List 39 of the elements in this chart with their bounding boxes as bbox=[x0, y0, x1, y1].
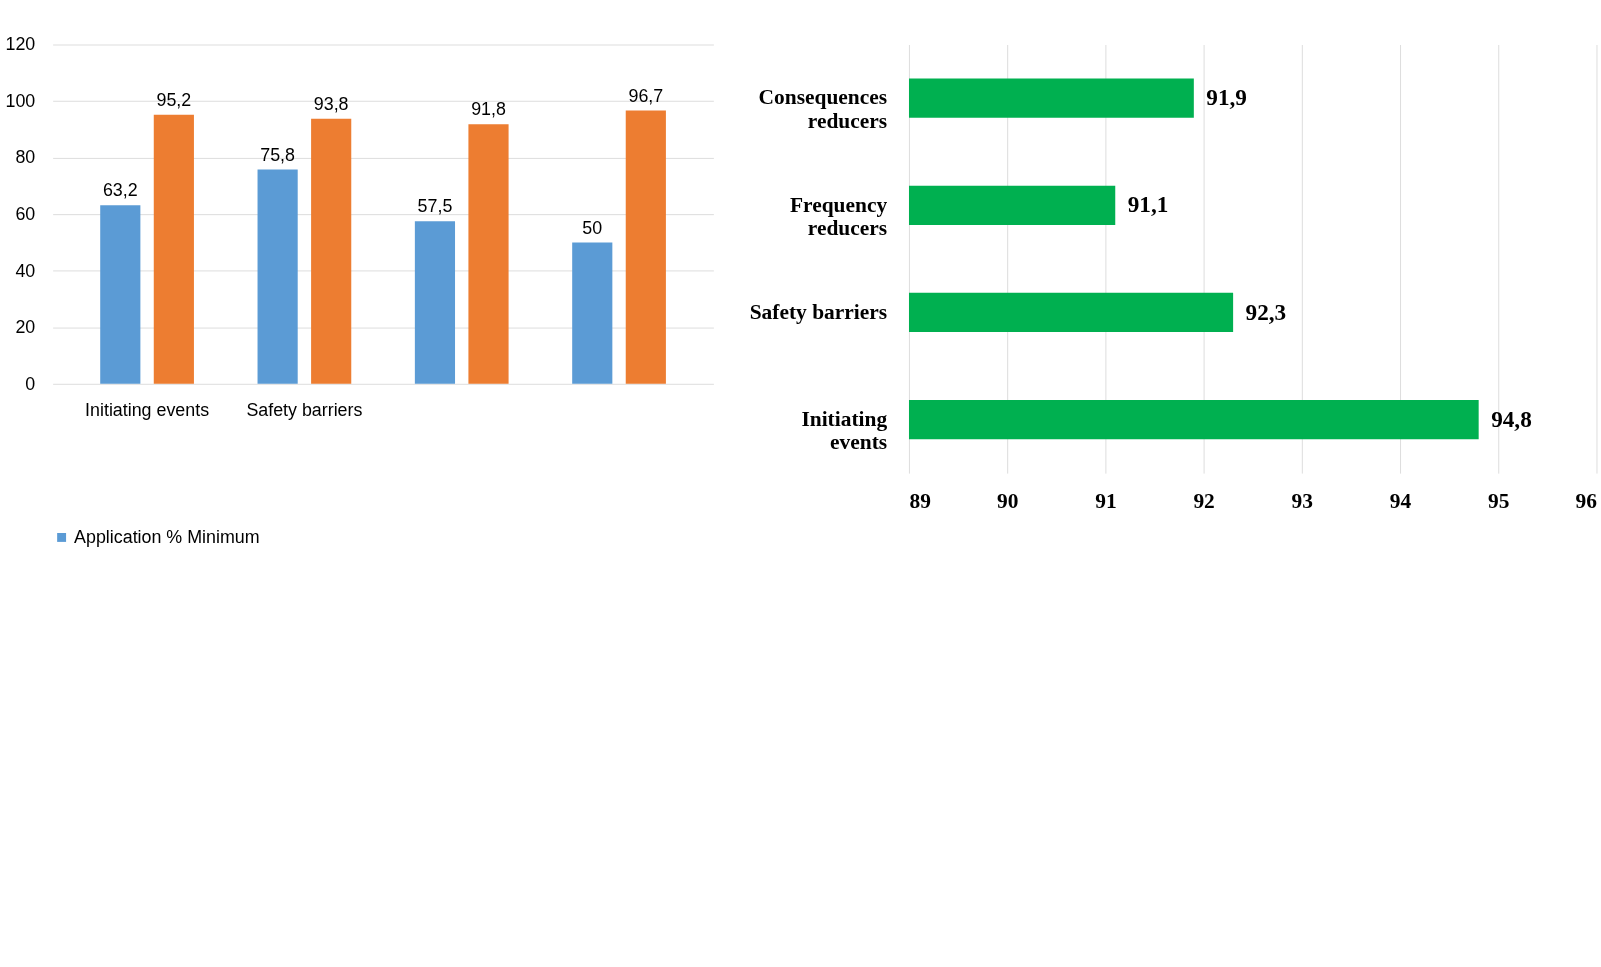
data-label: 96,7 bbox=[628, 85, 664, 106]
x-tick-label: 93 bbox=[1291, 489, 1314, 514]
x-tick-label: 92 bbox=[1193, 489, 1215, 514]
legend-label: Application % Minimum bbox=[74, 526, 260, 547]
y-tick-label: 60 bbox=[15, 204, 36, 225]
data-label: 91,8 bbox=[471, 99, 506, 120]
y-tick-label: 100 bbox=[5, 90, 36, 111]
y-tick-label: 20 bbox=[15, 317, 36, 338]
bar bbox=[257, 169, 298, 384]
data-label: 50 bbox=[582, 217, 603, 238]
data-label: 57,5 bbox=[417, 196, 453, 217]
data-label: 91,1 bbox=[1127, 191, 1169, 218]
bar bbox=[468, 124, 509, 384]
bar bbox=[414, 221, 456, 384]
x-tick-label: 89 bbox=[909, 489, 931, 514]
data-label: 91,9 bbox=[1206, 84, 1247, 111]
bar bbox=[100, 205, 141, 384]
y-tick-label: 80 bbox=[15, 147, 36, 168]
x-tick-label: 90 bbox=[996, 489, 1019, 514]
y-tick-label: Consequences reducers bbox=[758, 85, 888, 133]
data-label: 63,2 bbox=[102, 180, 138, 201]
y-tick-label: Safety barriers bbox=[749, 299, 888, 324]
bar bbox=[625, 110, 666, 384]
data-label: 93,8 bbox=[313, 93, 349, 114]
x-tick-label: 94 bbox=[1389, 489, 1412, 514]
x-tick-label: 91 bbox=[1095, 489, 1117, 514]
bar bbox=[153, 114, 194, 384]
y-tick-label: 120 bbox=[5, 34, 36, 55]
bar bbox=[572, 242, 613, 384]
data-label: 95,2 bbox=[156, 89, 192, 110]
x-tick-label: 96 bbox=[1575, 489, 1598, 514]
data-label: 94,8 bbox=[1491, 405, 1532, 432]
data-label: 92,3 bbox=[1245, 298, 1287, 325]
y-tick-label: Frequency reducers bbox=[789, 192, 888, 240]
y-tick-label: 40 bbox=[15, 260, 36, 281]
bar bbox=[311, 118, 352, 384]
x-tick-label: 95 bbox=[1488, 489, 1510, 514]
data-label: 75,8 bbox=[260, 144, 296, 165]
y-tick-label: 0 bbox=[25, 373, 36, 394]
